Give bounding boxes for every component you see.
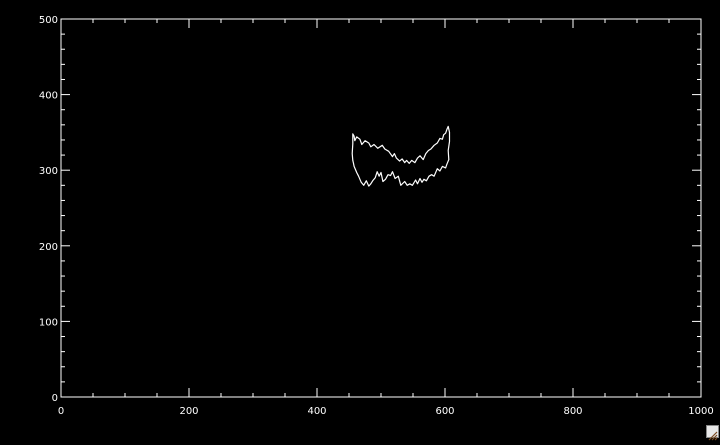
y-tick-label: 100 <box>39 317 58 328</box>
series-contour-line <box>351 125 451 187</box>
resize-grip-icon[interactable] <box>706 425 719 441</box>
y-tick-label: 400 <box>39 91 58 102</box>
y-tick-label: 0 <box>52 393 58 404</box>
tick-labels: 0 200 400 600 800 1000 0 100 200 300 400 500 <box>39 15 714 417</box>
series-group <box>351 125 451 187</box>
y-tick-label: 200 <box>39 242 58 253</box>
tick-marks <box>60 18 702 398</box>
resize-grip-lines-icon <box>708 431 718 441</box>
y-tick-label: 500 <box>39 15 58 26</box>
x-tick-label: 600 <box>435 406 454 417</box>
x-tick-label: 0 <box>58 406 64 417</box>
x-tick-label: 400 <box>307 406 326 417</box>
x-tick-label: 200 <box>179 406 198 417</box>
x-tick-label: 800 <box>563 406 582 417</box>
x-tick-label: 1000 <box>688 406 713 417</box>
y-tick-label: 300 <box>39 166 58 177</box>
